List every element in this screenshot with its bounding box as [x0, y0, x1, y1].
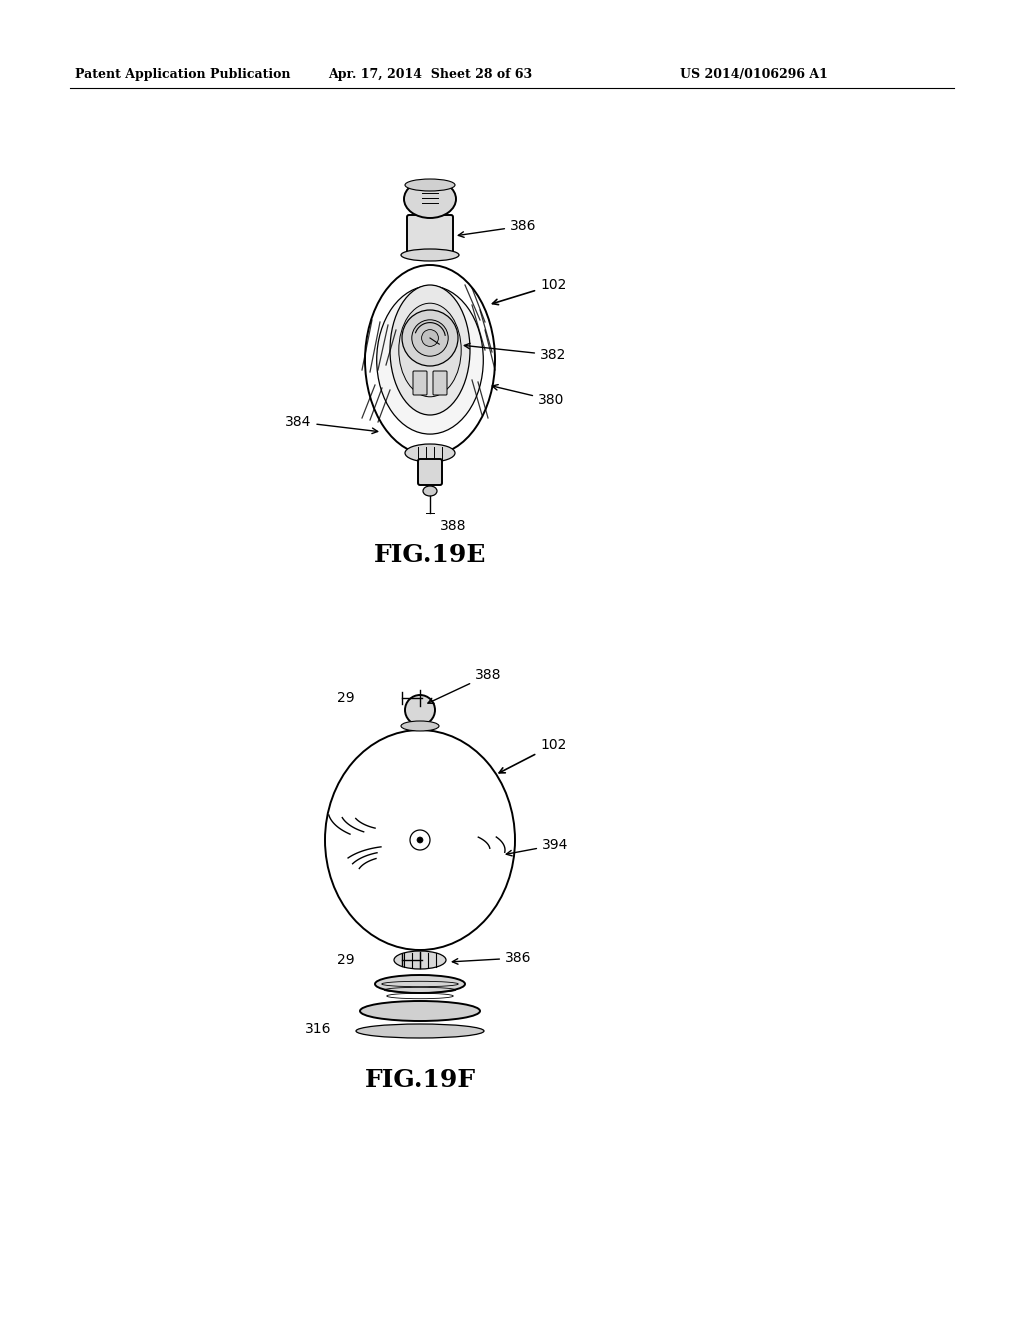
Text: US 2014/0106296 A1: US 2014/0106296 A1: [680, 69, 827, 81]
FancyBboxPatch shape: [407, 215, 453, 257]
Ellipse shape: [356, 1024, 484, 1038]
Text: 386: 386: [459, 219, 537, 238]
Text: Patent Application Publication: Patent Application Publication: [75, 69, 291, 81]
Circle shape: [412, 319, 449, 356]
Ellipse shape: [394, 950, 446, 969]
Ellipse shape: [360, 1001, 480, 1020]
Text: 388: 388: [440, 519, 467, 533]
Ellipse shape: [404, 180, 456, 218]
Ellipse shape: [398, 304, 461, 397]
Text: 102: 102: [493, 279, 566, 305]
Text: Apr. 17, 2014  Sheet 28 of 63: Apr. 17, 2014 Sheet 28 of 63: [328, 69, 532, 81]
Text: FIG.19E: FIG.19E: [374, 543, 486, 568]
Circle shape: [422, 330, 438, 346]
Text: 316: 316: [305, 1022, 332, 1036]
Ellipse shape: [401, 721, 439, 731]
Text: FIG.19F: FIG.19F: [365, 1068, 475, 1092]
Text: 394: 394: [506, 838, 568, 855]
Circle shape: [410, 830, 430, 850]
Ellipse shape: [401, 249, 459, 261]
Text: 386: 386: [453, 950, 531, 965]
Ellipse shape: [423, 486, 437, 496]
Ellipse shape: [406, 180, 455, 191]
Text: 384: 384: [285, 414, 378, 433]
Ellipse shape: [390, 285, 470, 414]
Text: 388: 388: [428, 668, 502, 704]
Text: 382: 382: [464, 343, 566, 362]
Circle shape: [417, 837, 423, 843]
FancyBboxPatch shape: [433, 371, 447, 395]
Text: 102: 102: [499, 738, 566, 774]
FancyBboxPatch shape: [413, 371, 427, 395]
Text: 29: 29: [337, 690, 355, 705]
FancyBboxPatch shape: [418, 459, 442, 484]
Ellipse shape: [406, 696, 435, 725]
Ellipse shape: [406, 444, 455, 462]
Ellipse shape: [365, 265, 495, 455]
Ellipse shape: [375, 975, 465, 993]
Ellipse shape: [377, 286, 483, 434]
Ellipse shape: [325, 730, 515, 950]
Circle shape: [402, 310, 458, 366]
Text: 380: 380: [493, 384, 564, 407]
Text: 29: 29: [337, 953, 355, 968]
